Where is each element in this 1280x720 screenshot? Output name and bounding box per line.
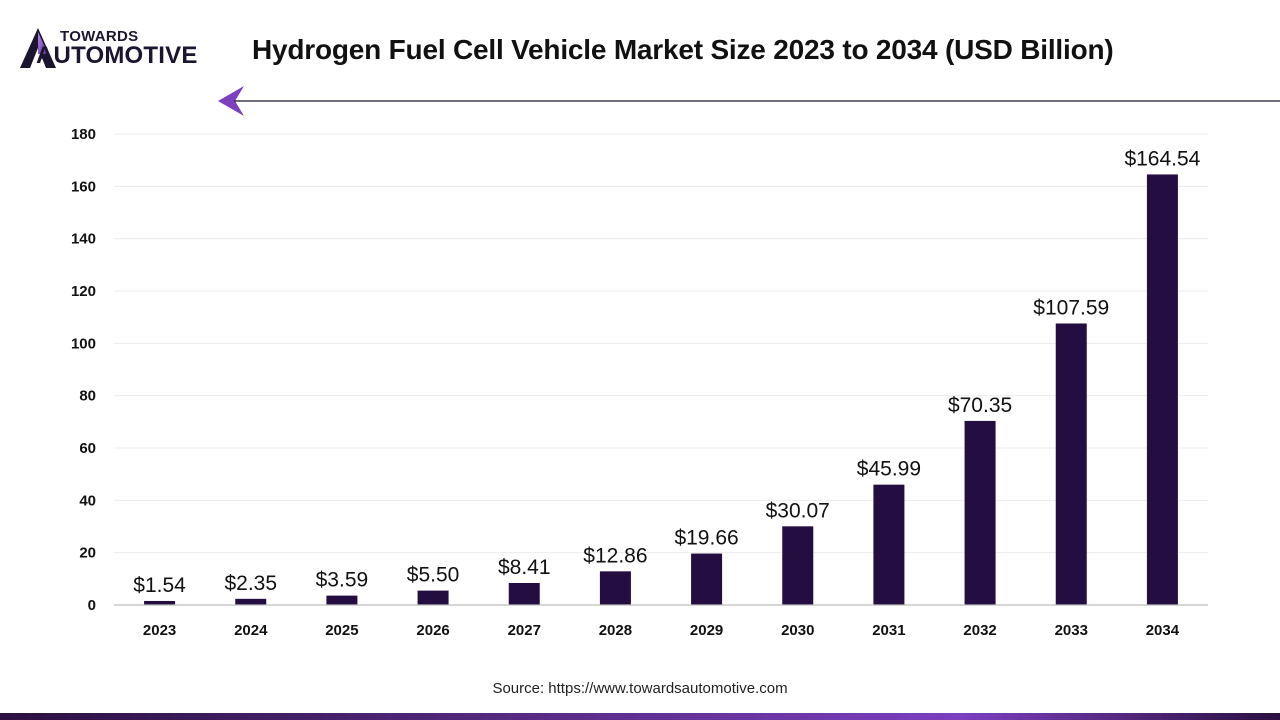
y-tick-label: 60 (79, 440, 96, 457)
bar-2029 (691, 553, 723, 605)
footer-bar (0, 713, 1280, 720)
chart-title: Hydrogen Fuel Cell Vehicle Market Size 2… (252, 34, 1114, 65)
brand-logo-icon (20, 28, 56, 68)
y-tick-label: 80 (79, 388, 96, 405)
bar-2030 (782, 526, 814, 605)
data-label: $45.99 (857, 458, 921, 481)
x-tick-label: 2031 (872, 622, 905, 639)
x-tick-label: 2026 (416, 622, 449, 639)
y-tick-label: 100 (71, 335, 96, 352)
y-tick-label: 160 (71, 178, 96, 195)
data-label: $2.35 (224, 572, 277, 595)
y-tick-label: 20 (79, 545, 96, 562)
data-label: $1.54 (133, 574, 186, 597)
bar-2028 (599, 571, 631, 605)
data-label: $8.41 (498, 556, 551, 579)
brand-name-main: AUTOMOTIVE (36, 42, 198, 69)
x-axis-ticks: 2023 2024 2025 2026 2027 2028 2029 2030 2031 2032… (143, 622, 1180, 639)
x-tick-label: 2024 (234, 622, 268, 639)
bars (144, 174, 1178, 605)
bar-2025 (326, 595, 358, 605)
x-tick-label: 2028 (599, 622, 632, 639)
bar-2027 (508, 582, 540, 605)
data-label: $30.07 (766, 499, 830, 522)
y-tick-label: 180 (71, 126, 96, 143)
y-tick-label: 0 (88, 597, 96, 614)
y-tick-label: 140 (71, 231, 96, 248)
x-tick-label: 2029 (690, 622, 723, 639)
bar-2023 (144, 600, 176, 605)
data-label: $19.66 (674, 527, 738, 550)
x-tick-label: 2030 (781, 622, 814, 639)
data-label: $164.54 (1124, 147, 1200, 170)
bar-2026 (417, 590, 449, 605)
data-label: $70.35 (948, 394, 1012, 417)
y-tick-label: 120 (71, 283, 96, 300)
x-tick-label: 2025 (325, 622, 358, 639)
x-tick-label: 2027 (508, 622, 541, 639)
bar-2024 (235, 598, 267, 605)
grid-lines (114, 133, 1208, 554)
header-rule (218, 86, 1280, 116)
y-axis-ticks: 0 20 40 60 80 100 120 140 160 180 (71, 126, 96, 614)
data-labels: $1.54 $2.35 $3.59 $5.50 $8.41 $12.86 $19.66 $30… (133, 147, 1200, 597)
x-tick-label: 2032 (963, 622, 996, 639)
data-label: $5.50 (407, 564, 460, 587)
y-tick-label: 40 (79, 492, 96, 509)
arrow-left-icon (218, 86, 244, 116)
x-tick-label: 2033 (1055, 622, 1088, 639)
x-tick-label: 2023 (143, 622, 176, 639)
data-label: $107.59 (1033, 296, 1109, 319)
bar-2032 (964, 420, 996, 605)
data-label: $3.59 (316, 569, 369, 592)
source-note: Source: https://www.towardsautomotive.co… (492, 680, 788, 697)
brand-logo: TOWARDS AUTOMOTIVE (20, 26, 225, 72)
bar-chart: 0 20 40 60 80 100 120 140 160 180 $1.54 $2.35 $3.59… (71, 126, 1208, 639)
bar-2034 (1146, 174, 1178, 605)
bar-2031 (873, 484, 905, 605)
bar-2033 (1055, 323, 1087, 605)
x-tick-label: 2034 (1146, 622, 1180, 639)
data-label: $12.86 (583, 544, 647, 567)
brand-name-top: TOWARDS (60, 28, 139, 45)
